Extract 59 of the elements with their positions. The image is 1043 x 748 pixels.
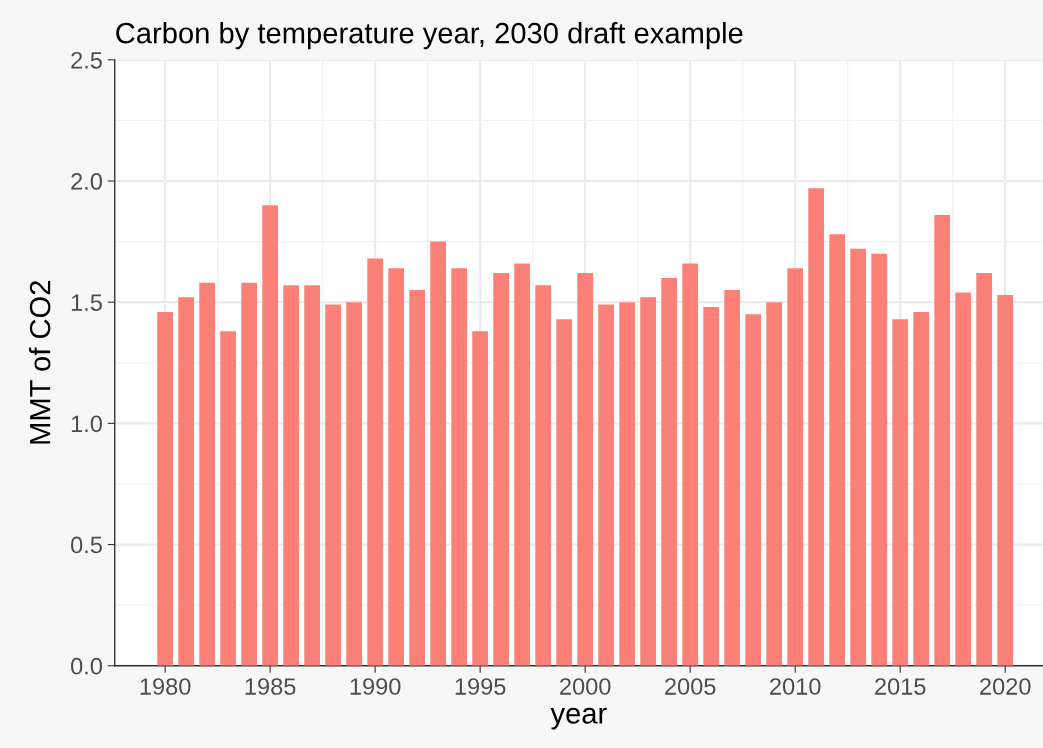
x-tick-label: 2010	[770, 678, 821, 695]
bar	[829, 234, 846, 666]
bar	[892, 319, 909, 666]
bar	[262, 205, 279, 666]
chart-title: Carbon by temperature year, 2030 draft example	[116, 22, 743, 50]
bar	[745, 314, 762, 666]
x-tick-label: 2020	[980, 678, 1031, 695]
bar	[325, 304, 342, 666]
bar	[808, 188, 825, 666]
bar	[241, 282, 258, 666]
y-axis-title: MMT of CO2	[29, 281, 51, 444]
y-tick-label: 2.5	[71, 51, 102, 69]
bar	[556, 319, 573, 666]
bar	[346, 302, 363, 666]
y-tick-label: 2.0	[71, 173, 102, 190]
bar	[766, 302, 783, 666]
bar	[598, 304, 615, 666]
bar	[871, 253, 888, 666]
bar	[703, 307, 720, 666]
bar	[472, 331, 489, 666]
x-tick-label: 1990	[350, 678, 401, 695]
bar	[913, 311, 930, 666]
bar	[451, 268, 468, 666]
bar	[724, 290, 741, 666]
bar	[787, 268, 804, 666]
bar	[535, 285, 552, 666]
bar	[199, 282, 216, 666]
y-tick-label: 0.0	[71, 657, 102, 675]
y-tick-label: 0.5	[71, 536, 102, 554]
bar	[997, 294, 1014, 666]
bar	[640, 297, 657, 666]
bar	[682, 263, 699, 666]
bar	[976, 273, 993, 666]
x-tick-label: 2005	[665, 678, 716, 695]
bar	[220, 331, 237, 666]
x-tick-label: 1980	[140, 678, 191, 695]
x-tick-label: 1995	[455, 678, 506, 695]
x-tick-label: 2015	[875, 678, 926, 695]
bar	[955, 292, 972, 666]
bar	[493, 273, 510, 666]
bar	[367, 258, 384, 666]
bar	[409, 290, 426, 666]
x-tick-label: 1985	[245, 678, 296, 695]
bar	[577, 273, 594, 666]
bar	[178, 297, 195, 666]
bar	[388, 268, 405, 666]
bar	[514, 263, 531, 666]
bar	[619, 302, 636, 666]
y-tick-label: 1.0	[71, 415, 102, 433]
bar	[661, 277, 678, 666]
bar	[283, 285, 300, 666]
bar	[934, 214, 951, 666]
bar	[304, 285, 321, 666]
x-axis-title: year	[550, 707, 607, 730]
x-tick-label: 2000	[560, 678, 611, 695]
bar	[157, 311, 174, 666]
y-tick-label: 1.5	[71, 294, 102, 311]
bar	[430, 241, 447, 666]
bar	[850, 248, 867, 666]
